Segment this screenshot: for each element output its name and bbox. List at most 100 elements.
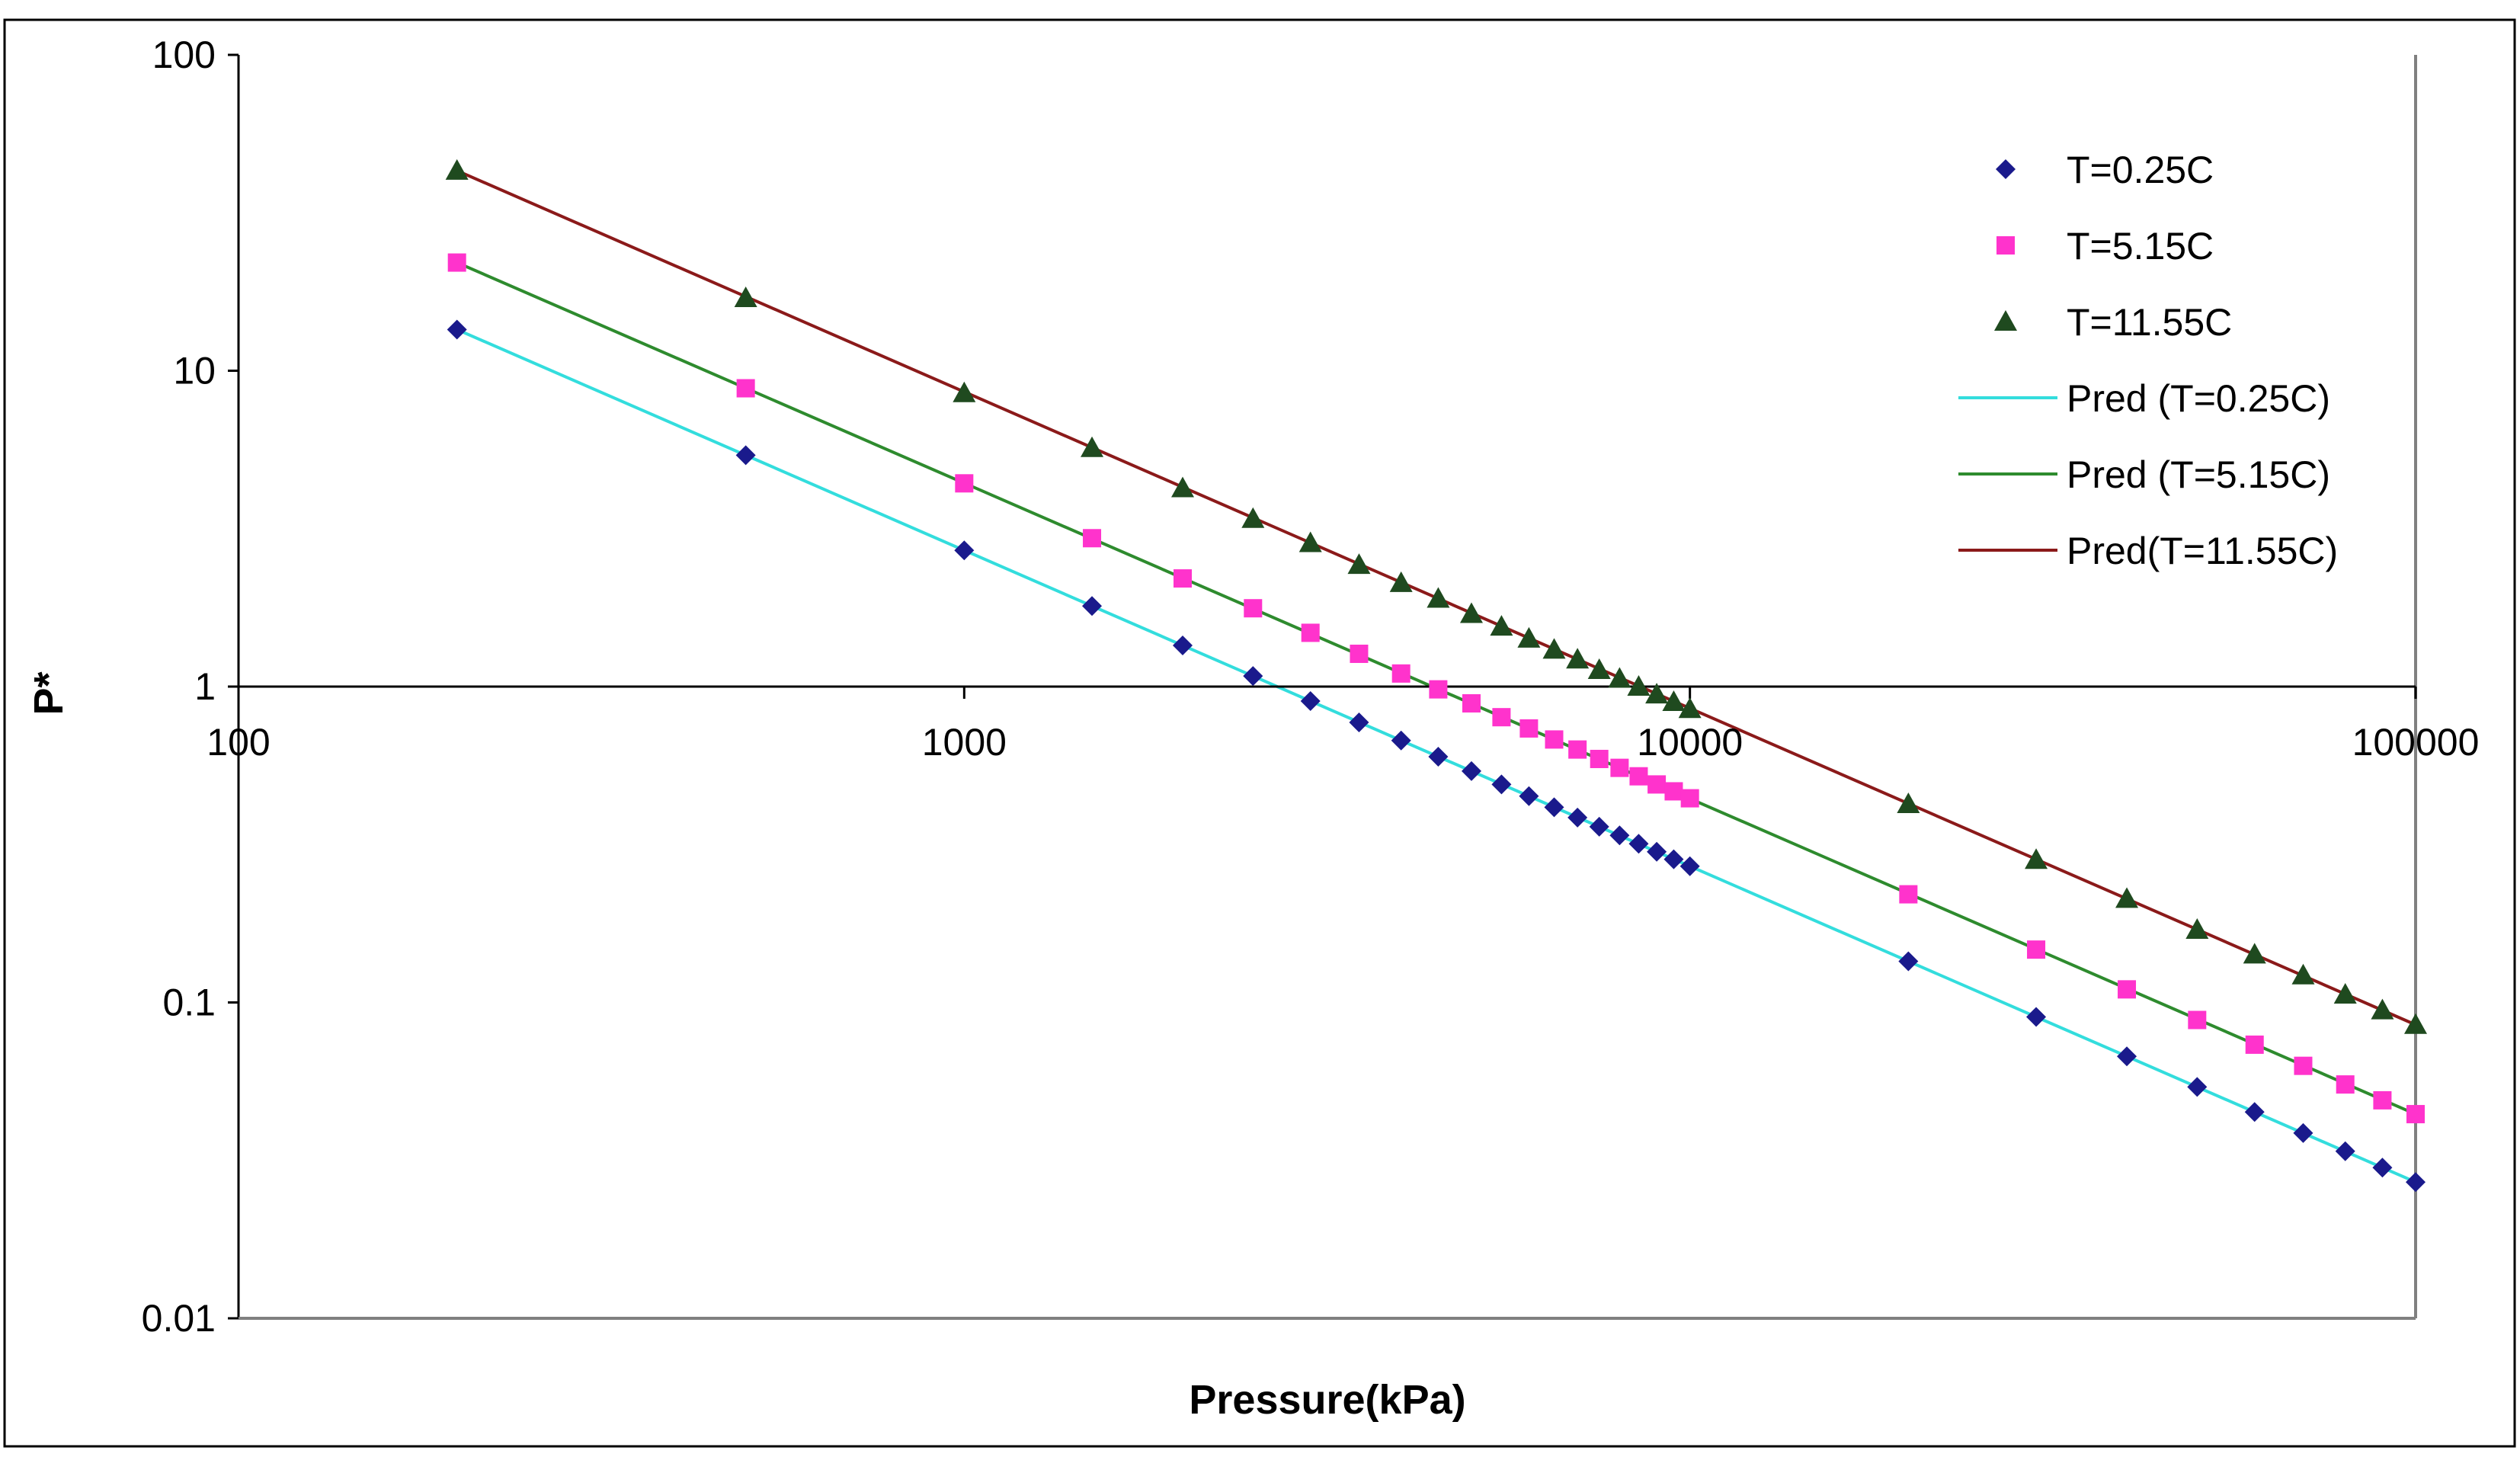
data-point	[1427, 587, 1450, 608]
data-point	[2188, 1010, 2207, 1030]
data-point	[2293, 1122, 2313, 1143]
data-point	[1679, 856, 1700, 876]
data-point	[2291, 963, 2315, 985]
data-point	[1428, 746, 1449, 767]
data-point	[1544, 797, 1564, 818]
data-point	[2025, 848, 2048, 869]
data-point	[445, 159, 469, 180]
data-point	[734, 286, 757, 307]
legend-marker	[1996, 236, 2015, 255]
y-tick-label: 0.1	[162, 981, 216, 1024]
data-point	[736, 379, 755, 398]
data-point	[955, 474, 974, 493]
data-point	[2115, 887, 2139, 908]
data-point	[1389, 571, 1413, 592]
data-point	[1610, 758, 1629, 777]
data-point	[953, 381, 976, 402]
data-point	[447, 253, 466, 272]
data-point	[1082, 596, 1103, 616]
data-point	[2026, 1007, 2047, 1027]
data-point	[1301, 623, 1320, 642]
data-point	[1627, 675, 1651, 696]
data-point	[1174, 569, 1193, 588]
data-point	[1429, 680, 1448, 699]
data-point	[2245, 1035, 2264, 1054]
data-point	[1492, 708, 1511, 727]
data-point	[2185, 917, 2209, 939]
data-point	[2406, 1105, 2425, 1124]
data-point	[1590, 749, 1609, 768]
data-point	[2372, 1158, 2393, 1178]
data-point	[1609, 825, 1630, 846]
data-point	[735, 445, 756, 466]
x-tick-label: 1000	[922, 721, 1007, 764]
data-point	[1391, 730, 1411, 751]
data-point	[1519, 719, 1539, 738]
legend-label: Pred (T=0.25C)	[2067, 377, 2330, 420]
x-axis-title: Pressure(kPa)	[1189, 1377, 1465, 1423]
data-point	[1645, 683, 1669, 704]
data-point	[1349, 712, 1369, 733]
data-point	[1678, 697, 1702, 719]
data-point	[1566, 648, 1590, 669]
y-tick-label: 10	[173, 350, 216, 392]
data-point	[1461, 761, 1481, 781]
data-point	[447, 319, 467, 340]
data-point	[1629, 767, 1648, 786]
data-point	[1300, 690, 1321, 711]
data-point	[2117, 1046, 2137, 1067]
data-point	[1628, 834, 1649, 854]
axes: 0.01 0.1 1 10 100 100 1000 10000 100000	[142, 34, 2480, 1340]
legend-marker	[1996, 159, 2016, 179]
legend-label: Pred (T=5.15C)	[2067, 453, 2330, 496]
data-point	[1589, 816, 1609, 837]
data-point	[1459, 602, 1483, 623]
data-point	[2294, 1056, 2313, 1075]
data-point	[1083, 529, 1102, 548]
data-point	[954, 540, 975, 561]
data-point	[2243, 943, 2266, 964]
data-point	[1567, 807, 1588, 828]
data-point	[1391, 664, 1410, 683]
data-point	[2404, 1013, 2427, 1034]
data-point	[1081, 436, 1104, 457]
data-point	[2187, 1077, 2208, 1097]
data-point	[1462, 693, 1481, 712]
x-tick-label: 10000	[1637, 721, 1743, 764]
legend-label: T=0.25C	[2067, 149, 2214, 191]
data-point	[1587, 658, 1611, 679]
chart-frame	[3, 18, 2516, 1448]
y-tick-label: 100	[152, 34, 216, 76]
data-point	[1244, 599, 1263, 618]
data-point	[2027, 940, 2046, 959]
data-point	[1663, 849, 1684, 869]
data-point	[1664, 782, 1683, 801]
data-point	[1680, 789, 1699, 808]
data-point	[2333, 983, 2357, 1004]
legend: T=0.25C T=5.15C T=11.55C Pred (T=0.25C) Pred…	[1958, 149, 2338, 572]
legend-label: T=5.15C	[2067, 225, 2214, 267]
x-tick-label: 100	[207, 721, 270, 764]
y-tick-label: 1	[194, 665, 216, 708]
data-point	[1647, 841, 1667, 862]
data-point	[1662, 690, 1686, 711]
data-point	[1241, 507, 1265, 528]
data-point	[1350, 644, 1369, 663]
data-markers	[445, 159, 2427, 1193]
x-tick-label: 100000	[2352, 721, 2480, 764]
data-point	[1545, 730, 1564, 749]
data-point	[1490, 615, 1513, 636]
data-point	[1517, 626, 1541, 648]
data-point	[1171, 476, 1195, 498]
y-axis-title: P*	[26, 671, 72, 715]
data-point	[2406, 1172, 2426, 1193]
data-point	[2373, 1090, 2392, 1110]
y-tick-label: 0.01	[142, 1297, 216, 1340]
data-point	[1519, 786, 1539, 806]
data-point	[1173, 635, 1193, 655]
data-point	[1647, 775, 1667, 794]
data-point	[2118, 980, 2137, 999]
legend-label: T=11.55C	[2067, 301, 2232, 344]
data-point	[1347, 553, 1371, 575]
